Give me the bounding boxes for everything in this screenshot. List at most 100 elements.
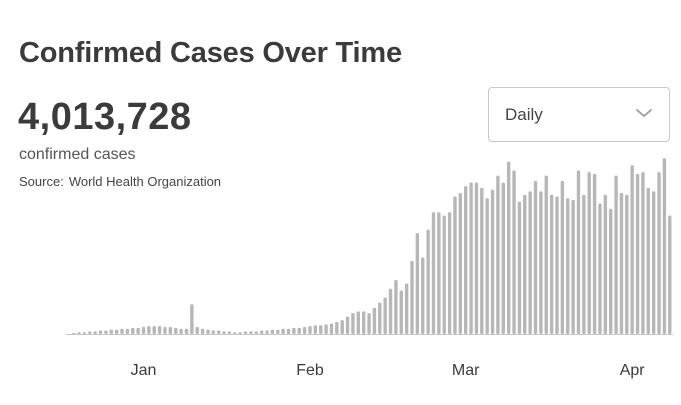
bar (378, 302, 382, 334)
bar (544, 175, 548, 334)
bar (464, 186, 468, 334)
bar (571, 200, 575, 334)
bar (345, 316, 350, 334)
bar (335, 321, 339, 334)
bar (233, 332, 237, 334)
bar (646, 187, 650, 334)
bar (82, 332, 87, 334)
bar (367, 313, 371, 334)
bar (474, 182, 479, 334)
bar (281, 328, 285, 334)
x-tick-label: Mar (452, 362, 480, 379)
bar (609, 208, 613, 334)
bar (286, 328, 291, 334)
bar (662, 158, 667, 334)
bar (276, 329, 280, 334)
bar (77, 332, 81, 334)
bar (157, 326, 162, 334)
bar (125, 328, 130, 334)
bar (421, 257, 425, 334)
bar (206, 329, 210, 334)
bar (270, 329, 275, 334)
bar (415, 233, 420, 334)
bar (174, 327, 178, 334)
bar (141, 327, 146, 334)
source-line: Source: World Health Organization (19, 174, 221, 189)
bar (539, 191, 543, 334)
bar (485, 198, 489, 334)
bar (292, 327, 296, 334)
bar (195, 327, 199, 334)
bar (109, 329, 113, 334)
bar (238, 332, 242, 334)
bar (523, 194, 527, 334)
bar (582, 194, 586, 334)
bar (136, 327, 140, 334)
bar (442, 215, 446, 334)
bar (93, 331, 97, 334)
bar (458, 193, 463, 334)
bar (560, 180, 565, 334)
bar (131, 327, 135, 334)
bar (356, 311, 361, 334)
bar (576, 170, 581, 334)
bar (190, 304, 194, 334)
bar (372, 307, 377, 334)
bar (329, 323, 334, 334)
bar (431, 212, 436, 334)
total-confirmed-count: 4,013,728 (18, 96, 192, 138)
source-label: Source: (19, 174, 64, 189)
bar (383, 297, 387, 334)
bar (641, 172, 645, 334)
bar (114, 329, 119, 334)
x-tick-label: Jan (131, 362, 157, 379)
page-title: Confirmed Cases Over Time (19, 37, 402, 69)
bar (302, 327, 307, 334)
bar (179, 328, 183, 334)
bar (410, 260, 414, 334)
bar (88, 331, 92, 334)
bar (297, 327, 301, 334)
bar (512, 170, 516, 334)
bar (308, 326, 312, 334)
bar (506, 161, 511, 334)
bar (361, 311, 366, 334)
bar (496, 175, 500, 334)
bar (104, 330, 108, 334)
bar (163, 327, 167, 334)
bar (72, 333, 76, 334)
bar (598, 203, 602, 334)
bar (394, 280, 398, 334)
bar (447, 212, 452, 334)
bar (168, 327, 173, 334)
bar (651, 191, 656, 334)
bar (528, 191, 532, 334)
bar (227, 331, 232, 334)
bar (614, 175, 618, 334)
period-select[interactable]: Daily (488, 87, 670, 142)
bar (200, 328, 205, 334)
bar (501, 182, 505, 334)
chevron-down-icon (636, 109, 652, 117)
bar (184, 328, 189, 334)
x-tick-label: Feb (296, 362, 324, 379)
bar (480, 187, 484, 334)
bar (319, 325, 323, 334)
bar (630, 165, 634, 334)
bar (351, 313, 355, 334)
bar (120, 328, 124, 334)
bar (426, 229, 430, 334)
bar (668, 215, 672, 334)
bar (437, 212, 441, 334)
bar (211, 330, 216, 334)
bar (259, 330, 264, 334)
bar (98, 330, 103, 334)
bar (340, 320, 344, 334)
bar (549, 194, 554, 334)
bar (249, 331, 253, 334)
bar (625, 194, 629, 334)
bar (243, 331, 248, 334)
bar (619, 193, 624, 334)
bar (587, 172, 591, 334)
bar (469, 182, 473, 334)
